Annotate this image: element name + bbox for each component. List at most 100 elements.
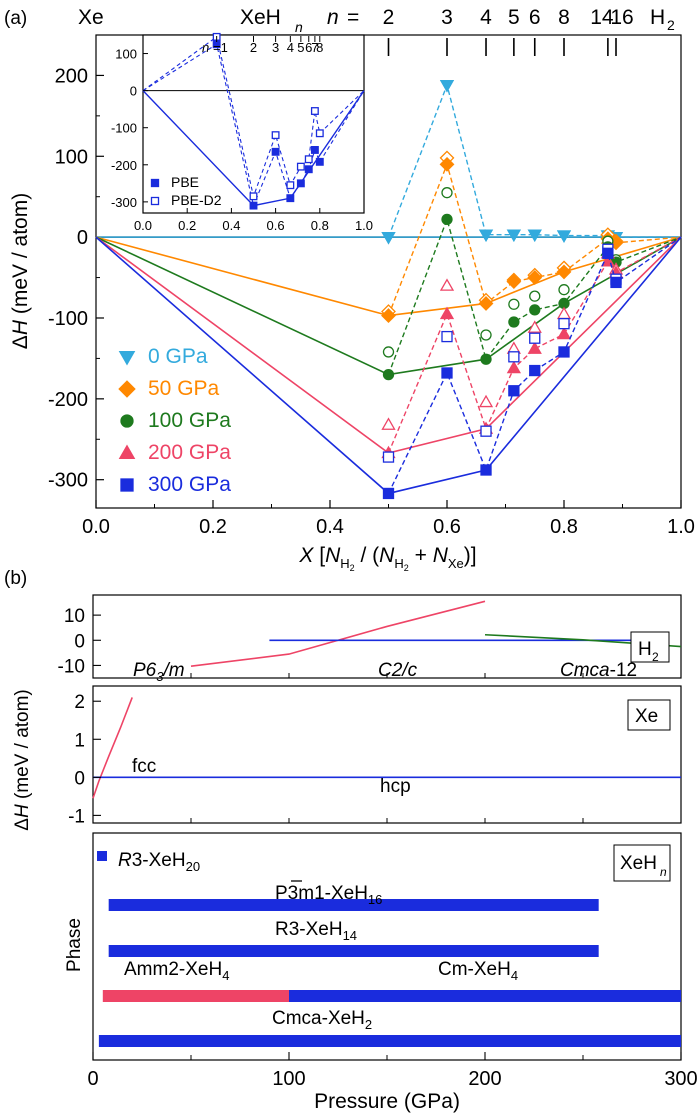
pressure-x-tick-label: 100 [272, 1068, 305, 1090]
inset-axes-ticks: 0.0 0.2 0.4 0.6 0.8 1.0 -300 -200 -100 0 100 2 3 4 5 67… [111, 36, 373, 233]
cm-label: Cm-XeH4 [438, 959, 518, 983]
n-tick-label: 3 [441, 6, 453, 29]
c2c-label: C2/c [378, 660, 418, 681]
legend-label: 200 GPa [148, 441, 231, 464]
legend-label: 0 GPa [148, 345, 208, 368]
main-y-axis-label: ΔH (meV / atom) [9, 193, 32, 349]
open-data-point [558, 284, 570, 296]
legend-marker [120, 478, 134, 492]
filled-data-point [527, 341, 542, 354]
inset-data-point [296, 162, 305, 171]
open-data-point [508, 298, 520, 310]
filled-data-point [480, 464, 492, 476]
filled-data-point [508, 316, 520, 328]
xe-box-label: Xe [635, 706, 658, 727]
main-x-tick-label: 0.0 [82, 516, 110, 538]
inset-y-tick-label: -300 [111, 195, 137, 210]
n-tick-label: 6 [529, 6, 541, 29]
inset-x-tick-label: 0.0 [134, 218, 152, 233]
n-tick-label: 14 [590, 6, 614, 29]
top-label-eq: = [347, 6, 359, 29]
inset-y-tick-label: 0 [130, 84, 137, 99]
legend-label: 100 GPa [148, 409, 231, 432]
hcp-label: hcp [380, 776, 411, 797]
xehn-box-label: XeH [620, 853, 657, 874]
main-x-tick-label: 1.0 [667, 516, 695, 538]
legend-label: 50 GPa [148, 377, 220, 400]
open-data-point [439, 278, 455, 291]
pressure-x-tick-label: 200 [468, 1068, 501, 1090]
h2-phase-curve [190, 600, 486, 667]
main-y-tick-label: -300 [48, 470, 88, 492]
filled-data-point [556, 264, 572, 280]
main-y-tick-label: 100 [55, 146, 88, 168]
open-data-point [381, 417, 396, 430]
main-y-tick-label: 200 [55, 65, 88, 87]
filled-data-point [441, 367, 453, 379]
open-data-point [508, 351, 520, 363]
legend-marker [118, 444, 136, 460]
filled-data-point [381, 231, 396, 245]
legend-label: 300 GPa [148, 473, 231, 496]
top-label-h2-sub: 2 [667, 17, 675, 33]
inset-plot-marks [142, 32, 365, 210]
filled-data-point [506, 360, 521, 374]
open-data-point [382, 451, 395, 463]
pressure-x-tick-label: 300 [664, 1068, 697, 1090]
hull-line [95, 236, 682, 317]
h2-y-tick-label: 0 [74, 631, 85, 652]
inset-x-tick-label: 0.2 [178, 218, 196, 233]
xe-y-tick-label: -1 [68, 806, 85, 827]
dashed-connector [387, 236, 682, 494]
phase-bar [98, 1035, 681, 1047]
filled-data-point [480, 353, 492, 365]
filled-data-point [441, 213, 453, 225]
filled-data-point [382, 368, 395, 381]
main-y-tick-label: -200 [48, 389, 88, 411]
xehn-box [613, 844, 671, 882]
inset-data-point [271, 131, 280, 140]
top-label-h2: H [650, 6, 665, 29]
inset-y-tick-label: -100 [111, 121, 137, 136]
p3m1-label: P3m1-XeH16 [275, 883, 382, 907]
phase-bar [108, 945, 599, 957]
filled-data-point [556, 326, 572, 340]
inset-data-point [310, 146, 319, 154]
n-tick-label: 8 [558, 6, 570, 29]
open-data-point [529, 332, 541, 344]
inset-data-point [249, 201, 258, 210]
legend-marker [118, 380, 136, 398]
filled-data-point [558, 346, 570, 358]
inset-y-tick-label: -200 [111, 158, 137, 173]
xe-y-tick-label: 0 [74, 768, 85, 789]
inset-data-point [286, 181, 295, 190]
filled-data-point [529, 304, 541, 316]
xe-phase-curve [92, 697, 133, 799]
open-data-point [441, 187, 453, 199]
filled-data-point [529, 364, 541, 377]
open-data-point [480, 425, 492, 437]
inset-data-point [310, 107, 319, 115]
inset-frame [142, 34, 365, 214]
r3-xeh20-label: R3-XeH20 [118, 850, 200, 874]
legend-marker [120, 414, 134, 428]
inset-x-tick-label: 0.8 [311, 218, 329, 233]
inset-data-point [304, 165, 313, 174]
cmca12-label: Cmca-12 [560, 660, 637, 681]
main-y-tick-label: -100 [48, 308, 88, 330]
h2-box-sub: 2 [652, 650, 659, 664]
inset-n-tick-label: 2 [250, 40, 257, 55]
panel-label-b: (b) [4, 568, 27, 589]
r3-xeh14-label: R3-XeH14 [275, 919, 357, 943]
inset-n-label: n [202, 40, 209, 55]
h2-box-label: H [638, 639, 652, 660]
pressure-x-tick-label: 0 [87, 1068, 98, 1090]
inset-x-tick-label: 0.4 [222, 218, 240, 233]
h2-y-tick-label: 10 [64, 606, 85, 627]
main-plot-marks [95, 79, 682, 500]
filled-data-point [527, 270, 543, 285]
inset-n-tick-label: 8 [316, 40, 323, 55]
inset-legend: PBE PBE-D2 [150, 174, 222, 208]
main-x-axis-label: X [NH2 / (NH2 + NXe)] [298, 544, 476, 573]
